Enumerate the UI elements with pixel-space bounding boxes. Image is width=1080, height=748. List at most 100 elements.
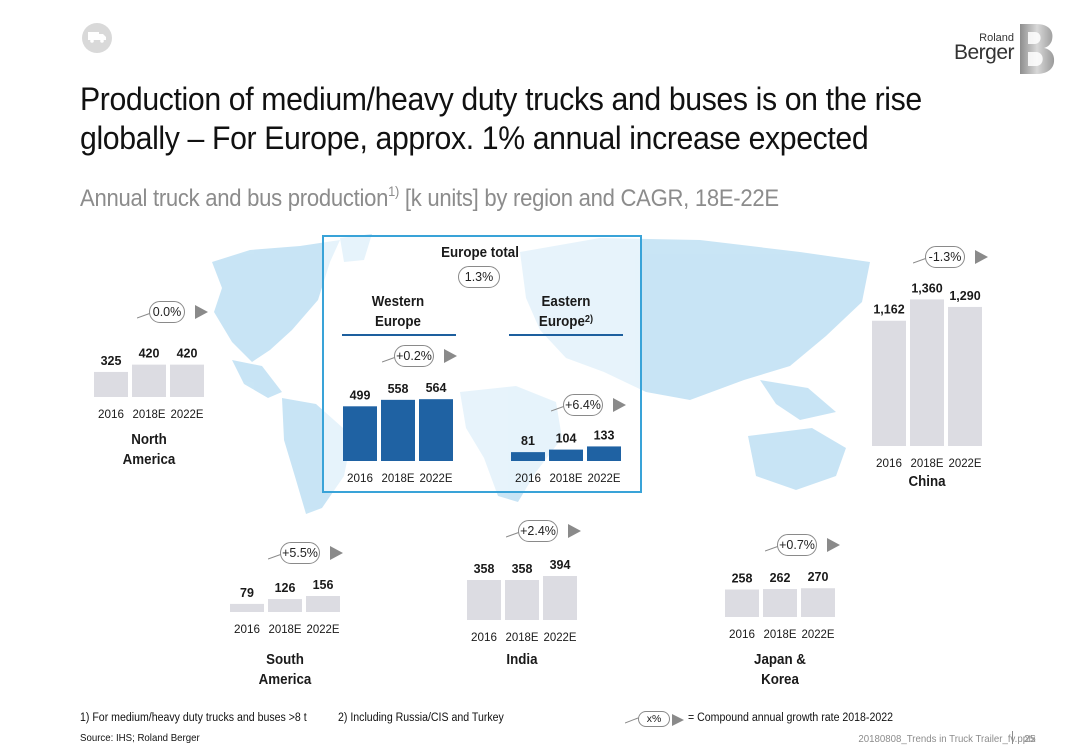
eastern-europe-title-line-2: Europe2) <box>538 314 594 330</box>
footnote-1: 1) For medium/heavy duty trucks and buse… <box>80 712 307 724</box>
japan-korea-cagr: +0.7% <box>765 534 841 556</box>
north-america-category-label-2016: 2016 <box>98 407 124 421</box>
eastern-europe-value-label-2022E: 133 <box>594 428 615 442</box>
south-america-category-label-2016: 2016 <box>234 622 260 636</box>
south-america-title-line-2: America <box>258 672 312 688</box>
north-america-cagr-value: 0.0% <box>149 301 185 323</box>
japan-korea-cagr-arrow-icon <box>765 538 840 552</box>
south-america-value-label-2016: 79 <box>240 586 254 600</box>
footer-separator <box>1012 731 1013 744</box>
eastern-europe-cagr-value: +6.4% <box>563 394 603 416</box>
china-bar-2018E <box>910 299 944 446</box>
japan-korea-bar-2018E <box>763 589 797 617</box>
north-america-cagr-arrow-icon <box>137 305 208 319</box>
western-europe-category-label-2022E: 2022E <box>420 471 453 485</box>
india-category-label-2022E: 2022E <box>544 630 577 644</box>
western-europe-value-label-2016: 499 <box>350 388 371 402</box>
western-europe-title: Western Europe <box>334 292 463 332</box>
north-america-title: North America <box>85 430 214 470</box>
eastern-europe-category-label-2018E: 2018E <box>550 471 583 485</box>
eastern-europe-title-footnote-marker: 2) <box>584 314 594 325</box>
eastern-europe-cagr-arrow-icon <box>551 398 626 412</box>
eastern-europe-category-label-2016: 2016 <box>515 471 541 485</box>
legend-arrow-icon <box>625 714 684 726</box>
logo-b-mark <box>1020 24 1055 74</box>
eastern-europe-title-line-1: Eastern <box>541 294 591 310</box>
north-america-value-label-2018E: 420 <box>139 347 160 361</box>
india-value-label-2018E: 358 <box>512 562 533 576</box>
page-title: Production of medium/heavy duty trucks a… <box>80 80 922 158</box>
page-number: 25 <box>1024 733 1036 745</box>
eastern-europe-chart: 81 2016 104 2018E 133 2022E <box>511 428 621 485</box>
india-value-label-2016: 358 <box>474 562 495 576</box>
western-europe-cagr-arrow-icon <box>382 349 457 363</box>
map-central-america <box>232 360 282 398</box>
japan-korea-category-label-2018E: 2018E <box>764 627 797 641</box>
south-america-cagr-value: +5.5% <box>280 542 320 564</box>
eastern-europe-value-label-2016: 81 <box>521 434 535 448</box>
legend-cagr-pill: x% <box>638 711 670 727</box>
western-europe-value-label-2022E: 564 <box>426 381 447 395</box>
western-europe-chart: 499 2016 558 2018E 564 2022E <box>343 381 453 485</box>
footnote-2: 2) Including Russia/CIS and Turkey <box>338 712 504 724</box>
south-america-title: South America <box>221 650 350 690</box>
title-line-1: Production of medium/heavy duty trucks a… <box>80 81 922 117</box>
china-value-label-2018E: 1,360 <box>911 281 942 295</box>
eastern-europe-heading-rule <box>509 334 623 336</box>
north-america-cagr: 0.0% <box>137 301 209 323</box>
eastern-europe-cagr: +6.4% <box>551 394 627 416</box>
japan-korea-chart: 258 2016 262 2018E 270 2022E <box>725 570 835 641</box>
india-cagr-arrow-icon <box>506 524 581 538</box>
japan-korea-cagr-value: +0.7% <box>777 534 817 556</box>
china-title-line-1: China <box>908 474 946 490</box>
title-line-2: globally – For Europe, approx. 1% annual… <box>80 120 869 156</box>
india-category-label-2016: 2016 <box>471 630 497 644</box>
south-america-cagr-arrow-icon <box>268 546 343 560</box>
western-europe-title-line-1: Western <box>371 294 425 310</box>
north-america-category-label-2022E: 2022E <box>171 407 204 421</box>
western-europe-bar-2018E <box>381 399 415 461</box>
south-america-bar-2018E <box>268 599 302 612</box>
china-chart: 1,162 2016 1,360 2018E 1,290 2022E <box>872 281 982 470</box>
logo-text-bottom: Berger <box>953 41 1015 64</box>
japan-korea-category-label-2022E: 2022E <box>802 627 835 641</box>
eastern-europe-bar-2022E <box>587 446 621 461</box>
india-cagr-value: +2.4% <box>518 520 558 542</box>
japan-korea-bar-2016 <box>725 589 759 617</box>
china-value-label-2016: 1,162 <box>873 303 904 317</box>
subtitle-main: Annual truck and bus production <box>80 185 389 212</box>
western-europe-bar-2022E <box>419 399 453 461</box>
south-america-bar-2016 <box>230 603 264 612</box>
china-value-label-2022E: 1,290 <box>949 289 980 303</box>
china-category-label-2016: 2016 <box>876 456 902 470</box>
india-title-line-1: India <box>506 652 538 668</box>
japan-korea-title-line-1: Japan & <box>754 652 806 668</box>
eastern-europe-bar-2016 <box>511 452 545 461</box>
eastern-europe-value-label-2018E: 104 <box>556 432 577 446</box>
china-category-label-2018E: 2018E <box>911 456 944 470</box>
map-north-america <box>212 240 340 362</box>
india-cagr: +2.4% <box>506 520 582 542</box>
japan-korea-title: Japan & Korea <box>716 650 845 690</box>
western-europe-cagr-value: +0.2% <box>394 345 434 367</box>
japan-korea-value-label-2018E: 262 <box>770 571 791 585</box>
japan-korea-value-label-2022E: 270 <box>808 570 829 584</box>
western-europe-category-label-2016: 2016 <box>347 471 373 485</box>
south-america-cagr: +5.5% <box>268 542 344 564</box>
map-australia <box>748 428 846 490</box>
india-value-label-2022E: 394 <box>550 558 571 572</box>
south-america-category-label-2022E: 2022E <box>307 622 340 636</box>
china-cagr: -1.3% <box>913 246 989 268</box>
india-bar-2016 <box>467 580 501 620</box>
western-europe-category-label-2018E: 2018E <box>382 471 415 485</box>
china-bar-2022E <box>948 306 982 446</box>
india-title: India <box>458 650 587 670</box>
china-title: China <box>863 472 992 492</box>
roland-berger-logo: Roland Berger <box>946 22 1056 78</box>
page-subtitle: Annual truck and bus production1) [k uni… <box>80 183 779 213</box>
map-southeast-asia <box>760 380 836 420</box>
legend-cagr-text: = Compound annual growth rate 2018-2022 <box>688 712 893 724</box>
western-europe-cagr: +0.2% <box>382 345 458 367</box>
europe-total-cagr: 1.3% <box>458 266 528 288</box>
